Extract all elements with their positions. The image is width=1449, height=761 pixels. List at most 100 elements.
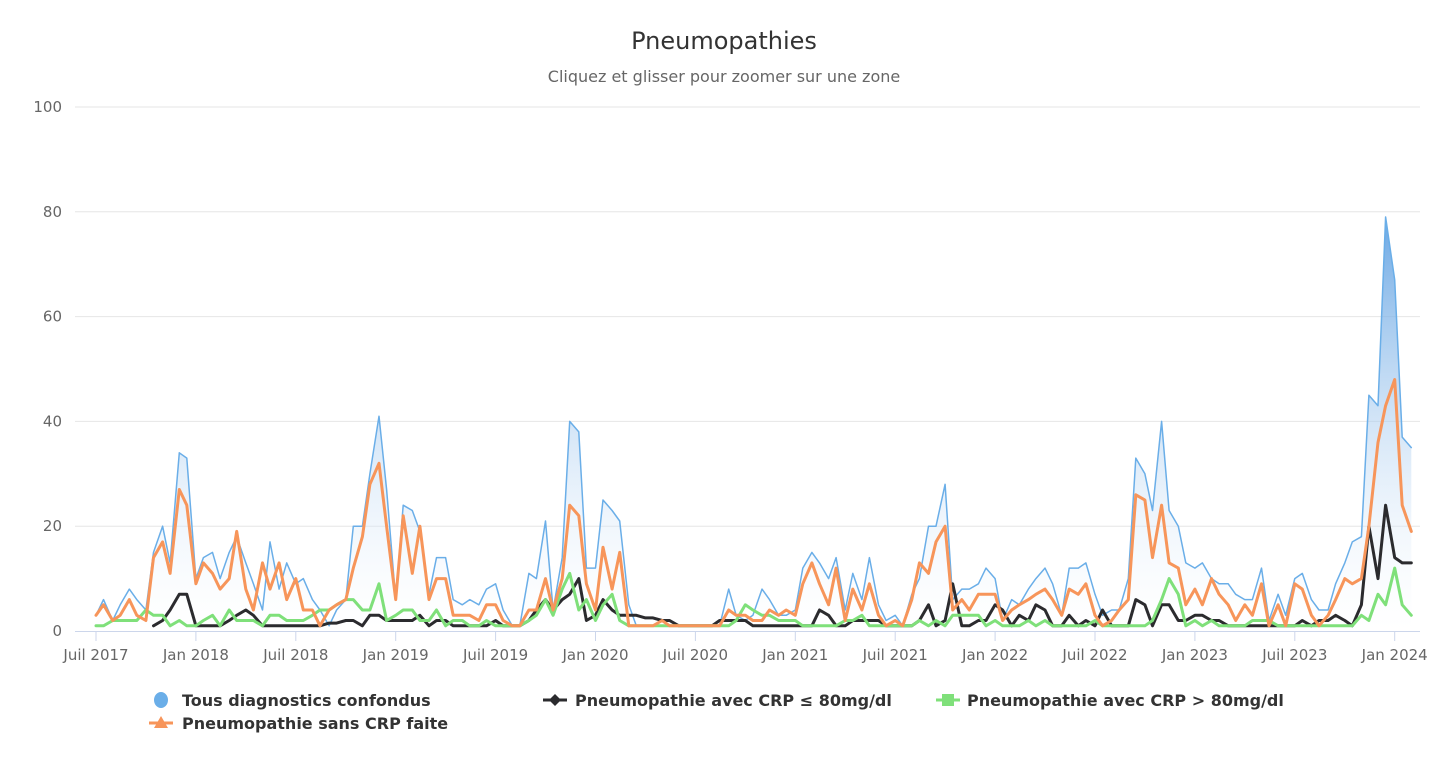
data-point[interactable] bbox=[1374, 575, 1382, 583]
data-point[interactable] bbox=[1008, 622, 1016, 630]
data-point[interactable] bbox=[1082, 580, 1090, 588]
series-line[interactable] bbox=[94, 378, 1413, 628]
data-point[interactable] bbox=[608, 507, 616, 515]
data-point[interactable] bbox=[1357, 611, 1365, 619]
data-point[interactable] bbox=[475, 601, 483, 609]
data-point[interactable] bbox=[816, 559, 824, 567]
data-point[interactable] bbox=[599, 601, 607, 609]
plot-area[interactable] bbox=[92, 213, 1415, 631]
data-point[interactable] bbox=[991, 590, 999, 598]
data-point[interactable] bbox=[1332, 622, 1340, 630]
data-point[interactable] bbox=[266, 585, 274, 593]
data-point[interactable] bbox=[1357, 533, 1365, 541]
data-point[interactable] bbox=[1382, 501, 1390, 509]
data-point[interactable] bbox=[991, 575, 999, 583]
data-point[interactable] bbox=[392, 611, 400, 619]
data-point[interactable] bbox=[358, 606, 366, 614]
data-point[interactable] bbox=[808, 548, 816, 556]
data-point[interactable] bbox=[442, 554, 450, 562]
data-point[interactable] bbox=[1215, 622, 1223, 630]
data-point[interactable] bbox=[1391, 564, 1399, 572]
data-point[interactable] bbox=[1008, 606, 1016, 614]
data-point[interactable] bbox=[192, 580, 200, 588]
data-point[interactable] bbox=[292, 575, 300, 583]
data-point[interactable] bbox=[1124, 622, 1132, 630]
data-point[interactable] bbox=[865, 554, 873, 562]
data-point[interactable] bbox=[166, 569, 174, 577]
data-point[interactable] bbox=[575, 512, 583, 520]
legend-label-sans-crp[interactable]: Pneumopathie sans CRP faite bbox=[182, 714, 448, 733]
data-point[interactable] bbox=[1132, 622, 1140, 630]
data-point[interactable] bbox=[316, 622, 324, 630]
data-point[interactable] bbox=[416, 617, 424, 625]
data-point[interactable] bbox=[616, 617, 624, 625]
data-point[interactable] bbox=[925, 569, 933, 577]
data-point[interactable] bbox=[732, 611, 740, 619]
data-point[interactable] bbox=[283, 617, 291, 625]
data-point[interactable] bbox=[932, 617, 940, 625]
data-point[interactable] bbox=[1265, 622, 1273, 630]
data-point[interactable] bbox=[1374, 438, 1382, 446]
data-point[interactable] bbox=[592, 617, 600, 625]
data-point[interactable] bbox=[1132, 491, 1140, 499]
data-point[interactable] bbox=[1332, 596, 1340, 604]
data-point[interactable] bbox=[775, 611, 783, 619]
data-point[interactable] bbox=[349, 522, 357, 530]
data-point[interactable] bbox=[649, 614, 657, 622]
data-point[interactable] bbox=[333, 601, 341, 609]
data-point[interactable] bbox=[209, 548, 217, 556]
data-point[interactable] bbox=[1165, 507, 1173, 515]
legend-item-sans-crp[interactable]: Pneumopathie sans CRP faite bbox=[149, 714, 448, 733]
data-point[interactable] bbox=[92, 611, 100, 619]
data-point[interactable] bbox=[458, 601, 466, 609]
data-point[interactable] bbox=[566, 569, 574, 577]
data-point[interactable] bbox=[1307, 596, 1315, 604]
data-point[interactable] bbox=[625, 622, 633, 630]
data-point[interactable] bbox=[242, 617, 250, 625]
data-point[interactable] bbox=[1365, 391, 1373, 399]
data-point[interactable] bbox=[209, 611, 217, 619]
data-point[interactable] bbox=[908, 596, 916, 604]
data-point[interactable] bbox=[1348, 538, 1356, 546]
data-point[interactable] bbox=[1374, 590, 1382, 598]
data-point[interactable] bbox=[349, 617, 357, 625]
data-point[interactable] bbox=[1198, 559, 1206, 567]
data-point[interactable] bbox=[1141, 470, 1149, 478]
data-point[interactable] bbox=[275, 622, 283, 630]
data-point[interactable] bbox=[399, 617, 407, 625]
data-point[interactable] bbox=[1307, 611, 1315, 619]
data-point[interactable] bbox=[782, 617, 790, 625]
data-point[interactable] bbox=[399, 501, 407, 509]
data-point[interactable] bbox=[791, 611, 799, 619]
data-point[interactable] bbox=[641, 614, 649, 622]
data-point[interactable] bbox=[808, 622, 816, 630]
data-point[interactable] bbox=[616, 548, 624, 556]
data-point[interactable] bbox=[125, 617, 133, 625]
data-point[interactable] bbox=[1032, 601, 1040, 609]
data-point[interactable] bbox=[1108, 617, 1116, 625]
data-point[interactable] bbox=[1341, 559, 1349, 567]
data-point[interactable] bbox=[408, 617, 416, 625]
data-point[interactable] bbox=[1149, 507, 1157, 515]
data-point[interactable] bbox=[542, 596, 550, 604]
data-point[interactable] bbox=[175, 617, 183, 625]
data-point[interactable] bbox=[758, 585, 766, 593]
data-point[interactable] bbox=[1208, 575, 1216, 583]
data-point[interactable] bbox=[766, 606, 774, 614]
data-point[interactable] bbox=[1182, 622, 1190, 630]
data-point[interactable] bbox=[741, 611, 749, 619]
data-point[interactable] bbox=[183, 590, 191, 598]
data-point[interactable] bbox=[1224, 580, 1232, 588]
data-point[interactable] bbox=[183, 501, 191, 509]
data-point[interactable] bbox=[1065, 611, 1073, 619]
data-point[interactable] bbox=[974, 611, 982, 619]
data-point[interactable] bbox=[449, 611, 457, 619]
data-point[interactable] bbox=[949, 606, 957, 614]
data-point[interactable] bbox=[299, 617, 307, 625]
data-point[interactable] bbox=[858, 606, 866, 614]
data-point[interactable] bbox=[1232, 590, 1240, 598]
data-point[interactable] bbox=[865, 580, 873, 588]
data-point[interactable] bbox=[358, 533, 366, 541]
data-point[interactable] bbox=[225, 606, 233, 614]
